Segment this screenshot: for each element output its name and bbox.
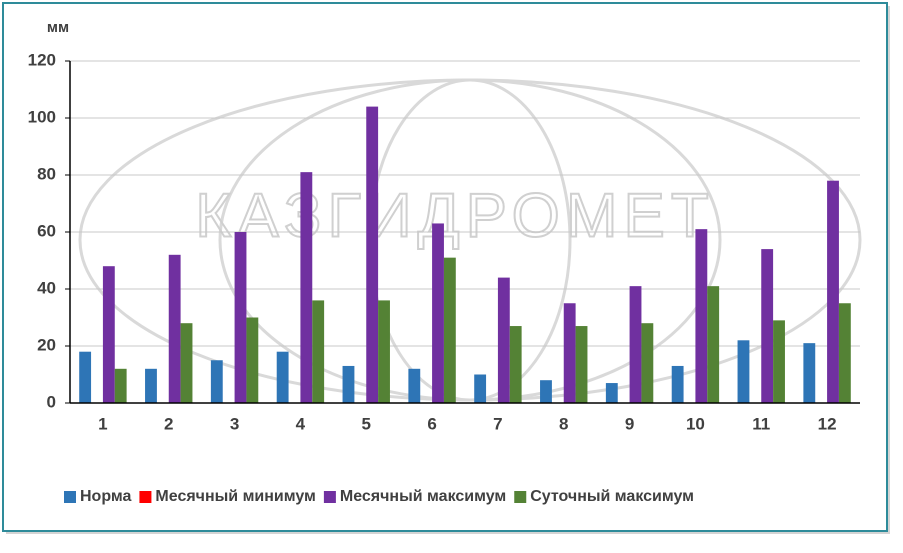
y-axis-label: мм [47,19,69,36]
legend-label: Месячный минимум [155,488,315,505]
bar [168,254,181,403]
bar [838,303,851,403]
bar [443,257,456,403]
bar [432,223,444,403]
x-tick-label: 3 [230,414,239,433]
legend-label: Месячный максимум [340,488,506,505]
bar [408,368,421,403]
bar [575,326,588,403]
bar [803,343,816,403]
x-tick-label: 12 [818,414,837,433]
bar [671,365,684,403]
legend-label: Суточный максимум [530,488,694,505]
x-tick-label: 5 [362,414,371,433]
bar [300,172,313,403]
bar [366,106,379,403]
x-tick-label: 6 [427,414,436,433]
bar [180,323,193,403]
x-tick-label: 7 [493,414,502,433]
x-tick-label: 11 [752,414,770,433]
legend-swatch [139,491,152,503]
bar [79,351,92,403]
bar [312,300,325,403]
bar [605,383,618,403]
bar [210,360,223,403]
x-tick-label: 8 [559,414,568,433]
bar [695,229,708,403]
bar [102,266,115,403]
bar [276,351,289,403]
bar [540,380,552,403]
bar [342,365,355,403]
y-tick-label: 60 [37,221,56,240]
bar [145,368,157,403]
x-tick-label: 10 [686,414,705,433]
watermark: КАЗГИДРОМЕТ [195,181,714,250]
legend-swatch [514,491,527,503]
bar [641,323,654,403]
bar [378,300,390,403]
bar [737,340,750,403]
x-tick-label: 4 [296,414,306,433]
bar [563,303,576,403]
x-tick-label: 2 [164,414,173,433]
legend-label: Норма [80,488,132,505]
bar [707,286,720,403]
bar [246,317,259,403]
bar [474,374,487,403]
y-tick-label: 80 [37,164,56,183]
bar [114,368,127,403]
y-tick-label: 0 [47,392,56,411]
y-tick-label: 100 [28,107,56,126]
legend-swatch [64,491,76,503]
bar [761,249,774,403]
bar [827,180,839,403]
x-tick-label: 9 [625,414,634,433]
x-tick-label: 1 [98,414,107,433]
bar [234,232,247,403]
bar [773,320,785,403]
bar [497,277,510,403]
y-tick-label: 40 [37,278,56,297]
y-tick-label: 20 [37,335,56,354]
legend-swatch [323,491,336,503]
bar [629,286,642,403]
bar [509,326,522,403]
y-tick-label: 120 [28,50,56,69]
